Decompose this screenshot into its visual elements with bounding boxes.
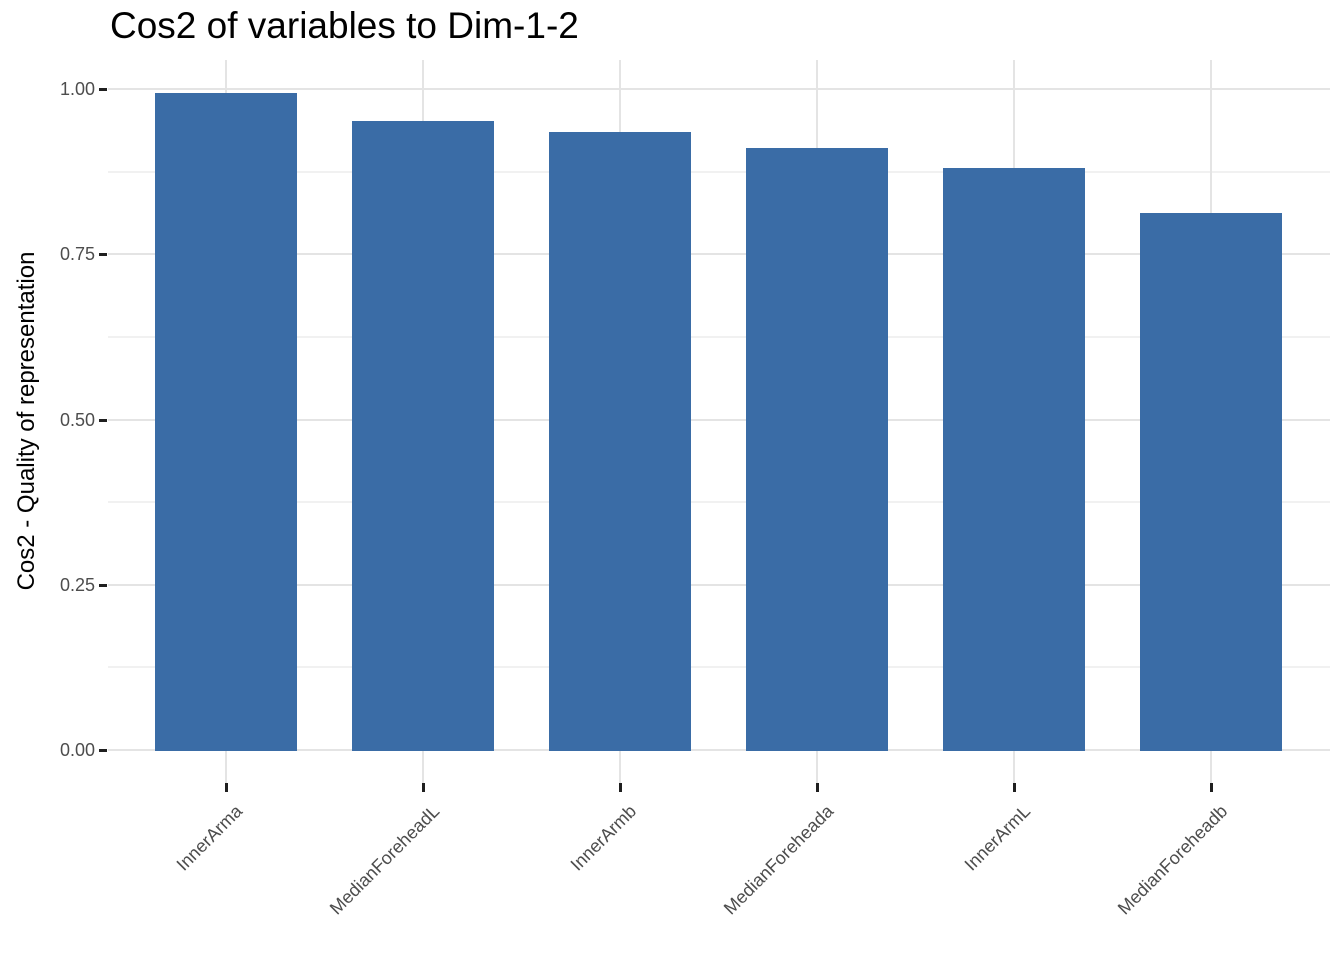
y-tick-label: 0.00 (59, 740, 95, 760)
y-axis-tick (99, 253, 107, 257)
x-tick-label: MedianForeheada (719, 801, 838, 919)
gridline-major-y (108, 253, 1330, 256)
y-tick-label: 1.00 (59, 79, 95, 99)
plot-panel (108, 60, 1330, 783)
gridline-major-y (108, 88, 1330, 90)
bar (943, 167, 1085, 751)
y-tick-label: 0.75 (59, 244, 95, 265)
x-tick-label: MedianForeheadb (1113, 801, 1232, 919)
x-axis-tick (1012, 783, 1016, 792)
y-tick-label: 0.25 (59, 574, 95, 595)
y-axis-tick (99, 418, 107, 422)
gridline-major-y (108, 583, 1330, 586)
bar (155, 92, 297, 751)
y-axis-tick (99, 88, 107, 91)
bar (746, 147, 888, 751)
chart-title: Cos2 of variables to Dim-1-2 (110, 5, 579, 46)
x-tick-label: InnerArma (172, 801, 247, 875)
x-tick-label: InnerArmL (960, 801, 1035, 875)
bar (352, 120, 494, 751)
gridline-minor-y (108, 335, 1330, 338)
y-tick-label: 0.50 (59, 409, 95, 430)
x-tick-label: InnerArmb (566, 801, 641, 875)
gridline-minor-y (108, 170, 1330, 173)
y-axis-tick (99, 583, 107, 587)
bar (1140, 212, 1282, 751)
x-axis-tick (815, 783, 819, 792)
x-tick-label: MedianForeheadL (325, 801, 444, 919)
x-axis-tick (224, 783, 228, 792)
bar (549, 131, 691, 751)
y-axis-tick (99, 749, 107, 752)
gridline-major-y (108, 749, 1330, 751)
gridline-minor-y (108, 501, 1330, 504)
x-axis-tick (1209, 783, 1213, 792)
x-axis-tick (618, 783, 622, 792)
gridline-minor-y (108, 666, 1330, 669)
gridline-major-y (108, 418, 1330, 421)
x-axis-tick (421, 783, 425, 792)
